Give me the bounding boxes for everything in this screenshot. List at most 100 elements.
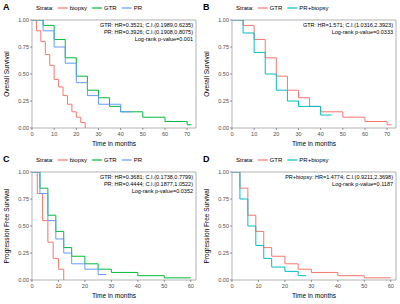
y-tick	[230, 101, 232, 102]
y-tick-label: 0.50	[218, 223, 229, 229]
y-tick-label: 1.00	[218, 17, 229, 23]
y-tick	[30, 128, 32, 129]
y-tick	[30, 199, 32, 200]
x-tick-label: 10	[55, 283, 61, 289]
x-tick-label: 70	[384, 131, 390, 137]
plot-frame	[32, 20, 196, 128]
panel-label: A	[3, 2, 10, 12]
legend-swatch	[58, 7, 68, 8]
y-axis-label: Overall Survival	[3, 51, 10, 97]
x-tick	[32, 280, 33, 282]
x-tick-label: 50	[361, 283, 367, 289]
x-tick-label: 50	[340, 131, 346, 137]
legend-swatch	[287, 159, 297, 160]
legend-swatch	[92, 159, 102, 160]
x-tick-label: 20	[273, 131, 279, 137]
annotation: Log-rank p-value=0.0333	[332, 29, 393, 35]
y-tick	[30, 280, 32, 281]
y-tick	[230, 280, 232, 281]
x-tick	[311, 280, 312, 282]
legend-title: Strata:	[236, 157, 254, 163]
y-tick-label: 0.75	[18, 44, 29, 50]
x-tick	[98, 128, 99, 130]
x-tick-label: 20	[82, 283, 88, 289]
x-tick-label: 60	[362, 131, 368, 137]
y-tick-label: 0.00	[18, 125, 29, 131]
y-tick	[230, 172, 232, 173]
x-tick-label: 0	[230, 131, 233, 137]
x-tick-label: 10	[255, 283, 261, 289]
annotation: Log-rank p-value=0.1187	[332, 181, 393, 187]
x-tick	[390, 280, 391, 282]
x-tick	[58, 280, 59, 282]
survival-curve	[232, 20, 332, 115]
x-tick	[232, 128, 233, 130]
x-tick-label: 40	[335, 283, 341, 289]
legend-label: PR+biopsy	[299, 5, 328, 11]
y-tick	[30, 226, 32, 227]
annotation: Log-rank p-value=0.001	[135, 36, 193, 42]
x-tick-label: 30	[108, 283, 114, 289]
legend-swatch	[92, 7, 102, 8]
legend-title: Strata:	[36, 5, 54, 11]
x-tick	[187, 128, 188, 130]
x-tick	[190, 280, 191, 282]
y-tick	[30, 47, 32, 48]
y-tick-label: 0.00	[218, 125, 229, 131]
x-tick-label: 60	[162, 131, 168, 137]
x-tick	[258, 280, 259, 282]
x-tick-label: 0	[30, 283, 33, 289]
x-tick-label: 40	[135, 283, 141, 289]
x-tick-label: 70	[184, 131, 190, 137]
survival-curve	[232, 172, 306, 276]
x-tick	[387, 128, 388, 130]
x-tick	[276, 128, 277, 130]
annotation: PR: HR=0.4444; C.I.(0.1877,1.0522)	[104, 181, 193, 187]
x-tick	[337, 280, 338, 282]
y-tick	[30, 172, 32, 173]
y-tick-label: 1.00	[18, 169, 29, 175]
y-tick-label: 0.75	[18, 196, 29, 202]
x-tick	[254, 128, 255, 130]
legend-swatch	[122, 159, 132, 160]
legend-swatch	[122, 7, 132, 8]
x-tick-label: 0	[30, 131, 33, 137]
x-tick	[120, 128, 121, 130]
y-tick-label: 0.00	[18, 277, 29, 283]
panel-label: D	[203, 154, 210, 164]
y-tick	[30, 20, 32, 21]
y-tick-label: 0.75	[218, 196, 229, 202]
legend-label: GTR	[270, 5, 283, 11]
panel-label: B	[203, 2, 210, 12]
legend-label: GTR	[104, 157, 117, 163]
x-tick	[32, 128, 33, 130]
y-tick	[30, 101, 32, 102]
x-tick	[232, 280, 233, 282]
legend-label: GTR	[104, 5, 117, 11]
legend-title: Strata:	[236, 5, 254, 11]
annotation: PR: HR=0.3926; C.I.(0.1908,0.8075)	[104, 29, 193, 35]
y-tick-label: 0.25	[18, 250, 29, 256]
x-tick	[111, 280, 112, 282]
x-tick-label: 0	[230, 283, 233, 289]
plot-frame	[232, 172, 396, 280]
annotation: GTR: HR=0.3521; C.I.(0.1989,0.6235)	[100, 22, 193, 28]
y-tick	[230, 226, 232, 227]
x-tick	[284, 280, 285, 282]
y-tick-label: 0.75	[218, 44, 229, 50]
y-tick-label: 1.00	[218, 169, 229, 175]
x-tick	[298, 128, 299, 130]
x-tick	[320, 128, 321, 130]
panel: AStrata:biopsyGTRPR0.000.250.500.751.000…	[3, 2, 196, 147]
survival-curve	[232, 20, 392, 125]
x-tick-label: 60	[388, 283, 394, 289]
panel: BStrata:GTRPR+biopsy0.000.250.500.751.00…	[203, 2, 396, 147]
x-axis-label: Time in months	[292, 140, 337, 147]
survival-curve	[232, 172, 391, 278]
x-tick-label: 10	[251, 131, 257, 137]
legend-label: PR	[134, 5, 143, 11]
x-tick-label: 40	[118, 131, 124, 137]
y-tick	[30, 74, 32, 75]
x-tick-label: 60	[188, 283, 194, 289]
figure: AStrata:biopsyGTRPR0.000.250.500.751.000…	[0, 0, 400, 304]
